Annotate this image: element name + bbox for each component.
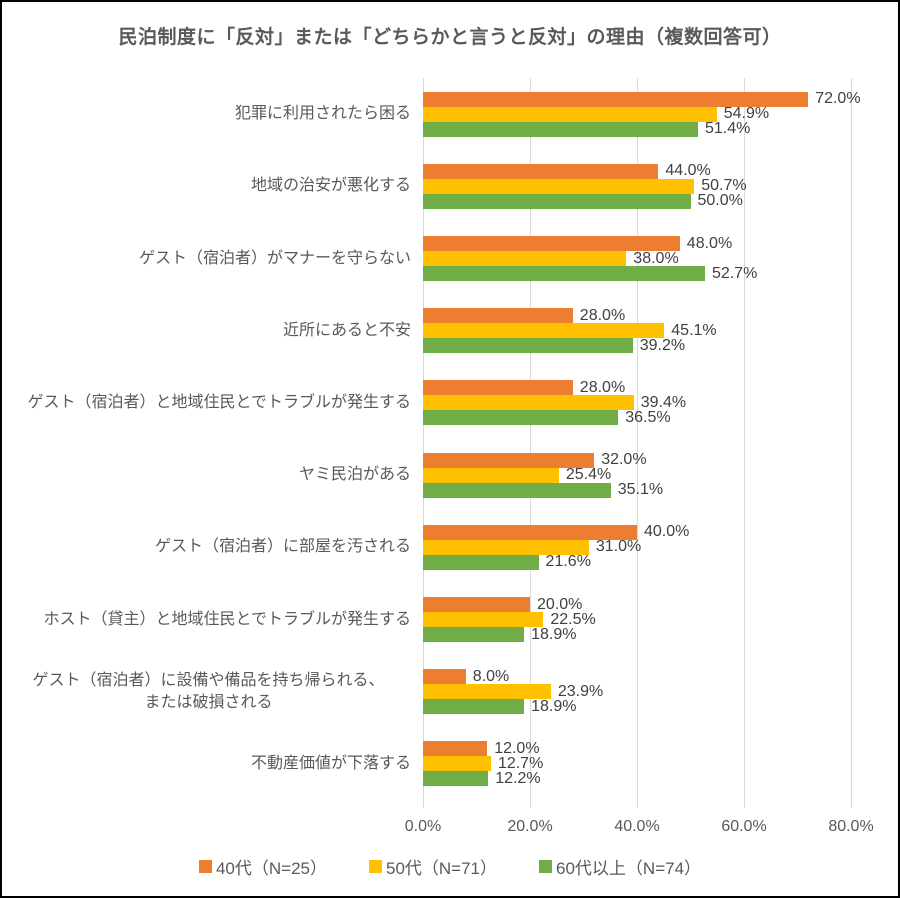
value-label: 44.0% — [665, 162, 711, 180]
legend-swatch — [198, 860, 212, 873]
bar — [423, 771, 489, 787]
bar — [423, 524, 637, 540]
value-label: 23.9% — [557, 682, 604, 700]
category-label: 近所にあると不安 — [282, 321, 411, 339]
value-label: 50.0% — [697, 192, 743, 210]
value-label: 28.0% — [579, 378, 626, 396]
gridline — [851, 78, 852, 808]
category-label: ヤミ民泊がある — [298, 466, 411, 484]
bar — [423, 106, 717, 122]
bar — [423, 467, 559, 483]
value-label: 50.7% — [701, 177, 747, 195]
value-label: 54.9% — [723, 105, 770, 123]
bar — [423, 395, 634, 411]
value-label: 18.9% — [531, 697, 577, 715]
gridline — [744, 78, 745, 808]
bar — [423, 410, 619, 426]
x-axis-label: 40.0% — [614, 818, 660, 835]
legend-label: 60代以上（N=74） — [556, 859, 702, 878]
bar — [423, 91, 809, 107]
bar — [423, 163, 659, 179]
value-label: 40.0% — [644, 523, 690, 541]
bar — [423, 554, 539, 570]
bar — [423, 612, 544, 627]
category-label: ゲスト（宿泊者）に設備や備品を持ち帰られる、 または破損される — [32, 672, 385, 711]
value-label: 35.1% — [617, 481, 664, 499]
bar — [423, 597, 530, 612]
value-label: 21.6% — [545, 553, 591, 571]
value-label: 22.5% — [550, 610, 596, 628]
legend-item: 40代（N=25） — [198, 854, 327, 879]
value-label: 72.0% — [815, 90, 861, 108]
legend-item: 50代（N=71） — [368, 854, 498, 879]
bar — [423, 323, 665, 339]
bar — [423, 266, 705, 281]
category-label: ホスト（貸主）と地域住民とでトラブルが発生する — [43, 610, 411, 628]
value-label: 25.4% — [565, 466, 612, 484]
bar — [423, 121, 698, 137]
bar — [423, 236, 680, 251]
bar — [423, 627, 525, 642]
value-label: 31.0% — [595, 538, 642, 556]
value-label: 8.0% — [472, 667, 510, 685]
value-label: 45.1% — [671, 321, 717, 339]
value-label: 28.0% — [579, 306, 626, 324]
value-label: 39.2% — [639, 336, 686, 354]
x-axis-label: 80.0% — [828, 818, 874, 835]
legend-label: 50代（N=71） — [385, 859, 498, 878]
value-label: 20.0% — [537, 595, 583, 613]
legend-swatch — [368, 860, 382, 873]
legend-swatch — [539, 860, 553, 873]
value-label: 39.4% — [640, 393, 687, 411]
value-label: 18.9% — [531, 625, 577, 643]
value-label: 12.2% — [495, 769, 541, 787]
value-label: 48.0% — [686, 234, 733, 252]
bar — [423, 193, 691, 209]
bar — [423, 699, 525, 715]
category-label: 不動産価値が下落する — [250, 755, 411, 773]
bar — [423, 452, 595, 468]
gridline — [637, 78, 638, 808]
bar — [423, 756, 491, 772]
bar — [423, 178, 695, 194]
value-label: 12.0% — [494, 739, 540, 757]
category-label: ゲスト（宿泊者）に部屋を汚される — [154, 538, 411, 556]
value-label: 12.7% — [497, 754, 544, 772]
value-label: 38.0% — [633, 249, 679, 267]
x-axis-label: 20.0% — [507, 818, 553, 835]
value-label: 36.5% — [625, 408, 671, 426]
bar — [423, 338, 633, 354]
bar — [423, 741, 488, 757]
bar — [423, 251, 627, 266]
bar — [423, 482, 611, 498]
category-label: ゲスト（宿泊者）と地域住民とでトラブルが発生する — [27, 394, 411, 412]
bar — [423, 308, 573, 324]
x-axis-label: 60.0% — [721, 818, 767, 835]
chart-title: 民泊制度に「反対」または「どちらかと言うと反対」の理由（複数回答可） — [118, 27, 782, 48]
bar — [423, 684, 551, 700]
legend-label: 40代（N=25） — [215, 859, 327, 878]
bar — [423, 380, 573, 396]
value-label: 52.7% — [711, 264, 758, 282]
gridline — [530, 78, 531, 808]
category-label: ゲスト（宿泊者）がマナーを守らない — [138, 249, 411, 267]
legend: 40代（N=25） 50代（N=71） 60代以上（N=74） — [2, 854, 898, 879]
bar — [423, 669, 466, 685]
category-label: 犯罪に利用されたら困る — [234, 105, 411, 123]
value-label: 32.0% — [601, 451, 647, 469]
x-axis-label: 0.0% — [404, 818, 442, 835]
gridline — [423, 78, 424, 808]
value-label: 51.4% — [704, 120, 751, 138]
category-label: 地域の治安が悪化する — [250, 177, 411, 195]
bar — [423, 539, 589, 555]
legend-item: 60代以上（N=74） — [539, 854, 701, 879]
